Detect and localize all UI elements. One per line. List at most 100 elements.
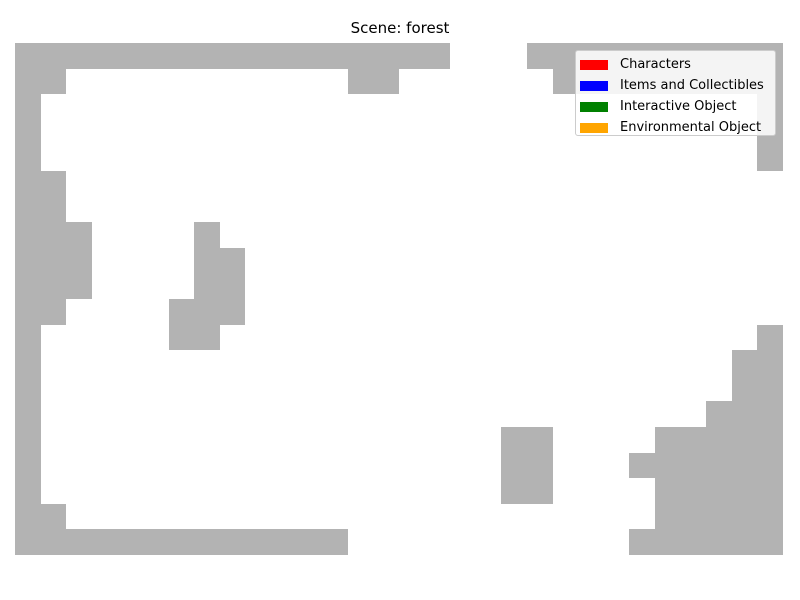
wall-tile: [194, 222, 220, 248]
wall-tile: [348, 43, 373, 69]
wall-tile: [220, 43, 245, 69]
wall-tile: [757, 478, 783, 504]
wall-tile: [655, 504, 681, 529]
wall-tile: [757, 325, 783, 350]
wall-tile: [706, 427, 732, 453]
wall-tile: [194, 248, 220, 273]
wall-tile: [15, 299, 41, 325]
wall-tile: [66, 43, 92, 69]
wall-tile: [348, 69, 373, 94]
wall-tile: [681, 529, 706, 555]
legend-label: Interactive Object: [620, 99, 737, 114]
wall-tile: [732, 453, 757, 478]
wall-tile: [757, 376, 783, 401]
wall-tile: [501, 427, 527, 453]
wall-tile: [92, 529, 117, 555]
wall-tile: [245, 529, 271, 555]
legend-label: Characters: [620, 57, 691, 72]
wall-tile: [117, 529, 143, 555]
wall-tile: [706, 478, 732, 504]
wall-tile: [41, 504, 66, 529]
wall-tile: [66, 222, 92, 248]
wall-tile: [655, 529, 681, 555]
wall-tile: [629, 529, 655, 555]
wall-tile: [271, 43, 297, 69]
wall-tile: [15, 376, 41, 401]
wall-tile: [15, 325, 41, 350]
wall-tile: [245, 43, 271, 69]
wall-tile: [271, 529, 297, 555]
wall-tile: [732, 504, 757, 529]
wall-tile: [41, 43, 66, 69]
wall-tile: [41, 529, 66, 555]
wall-tile: [15, 43, 41, 69]
wall-tile: [15, 248, 41, 273]
wall-tile: [15, 401, 41, 427]
wall-tile: [757, 350, 783, 376]
legend-item-characters: Characters: [580, 54, 775, 75]
wall-tile: [41, 273, 66, 299]
legend-swatch-interactive: [580, 101, 608, 112]
wall-tile: [15, 350, 41, 376]
wall-tile: [66, 248, 92, 273]
wall-tile: [15, 453, 41, 478]
legend-swatch-environmental: [580, 122, 608, 133]
wall-tile: [169, 529, 194, 555]
wall-tile: [15, 504, 41, 529]
wall-tile: [527, 478, 553, 504]
wall-tile: [143, 529, 169, 555]
wall-tile: [15, 171, 41, 197]
wall-tile: [41, 171, 66, 197]
wall-tile: [15, 69, 41, 94]
wall-tile: [732, 350, 757, 376]
wall-tile: [297, 529, 322, 555]
wall-tile: [553, 69, 578, 94]
wall-tile: [220, 529, 245, 555]
wall-tile: [655, 453, 681, 478]
wall-tile: [169, 43, 194, 69]
wall-tile: [194, 529, 220, 555]
wall-tile: [194, 43, 220, 69]
wall-tile: [41, 197, 66, 222]
wall-tile: [373, 43, 399, 69]
wall-tile: [15, 427, 41, 453]
wall-tile: [194, 273, 220, 299]
wall-tile: [757, 145, 783, 171]
wall-tile: [220, 273, 245, 299]
wall-tile: [297, 43, 322, 69]
wall-tile: [527, 453, 553, 478]
wall-tile: [41, 248, 66, 273]
legend-item-environmental: Environmental Object: [580, 117, 775, 138]
wall-tile: [732, 376, 757, 401]
wall-tile: [66, 273, 92, 299]
wall-tile: [732, 478, 757, 504]
wall-tile: [655, 478, 681, 504]
wall-tile: [527, 427, 553, 453]
wall-tile: [706, 504, 732, 529]
wall-tile: [15, 145, 41, 171]
wall-tile: [15, 222, 41, 248]
wall-tile: [681, 478, 706, 504]
legend-label: Items and Collectibles: [620, 78, 764, 93]
wall-tile: [41, 222, 66, 248]
wall-tile: [15, 120, 41, 145]
wall-tile: [501, 478, 527, 504]
wall-tile: [220, 248, 245, 273]
wall-tile: [757, 504, 783, 529]
wall-tile: [757, 529, 783, 555]
wall-tile: [194, 325, 220, 350]
legend: Characters Items and Collectibles Intera…: [575, 50, 776, 136]
wall-tile: [41, 299, 66, 325]
wall-tile: [681, 504, 706, 529]
wall-tile: [732, 529, 757, 555]
wall-tile: [41, 69, 66, 94]
wall-tile: [15, 273, 41, 299]
legend-item-items: Items and Collectibles: [580, 75, 775, 96]
wall-tile: [220, 299, 245, 325]
wall-tile: [757, 427, 783, 453]
wall-tile: [553, 43, 578, 69]
wall-tile: [15, 529, 41, 555]
wall-tile: [169, 325, 194, 350]
wall-tile: [66, 529, 92, 555]
wall-tile: [757, 401, 783, 427]
